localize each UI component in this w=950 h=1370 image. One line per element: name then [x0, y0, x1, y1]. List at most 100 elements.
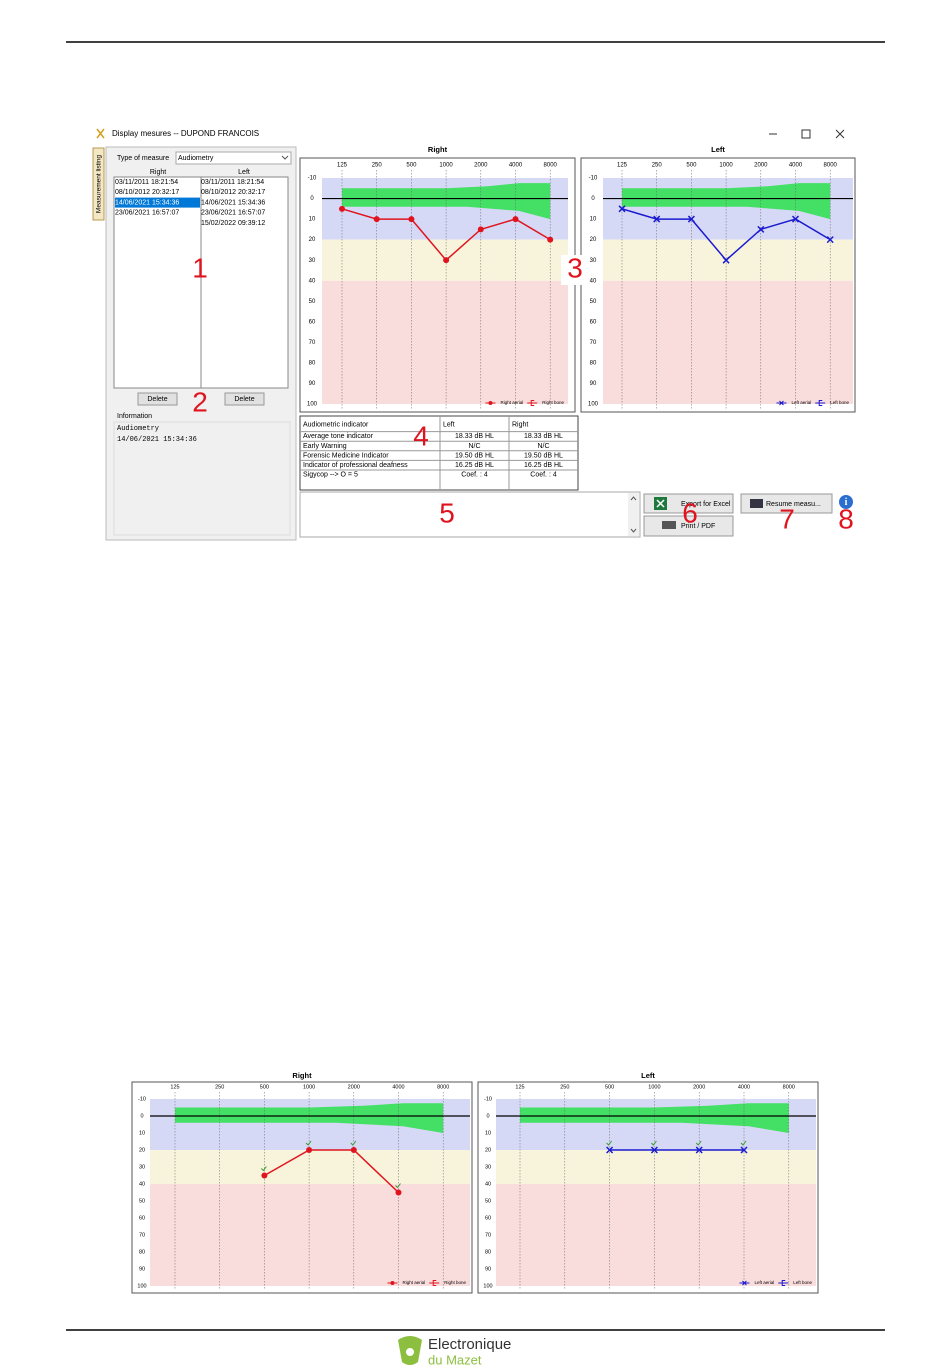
print-label: Print / PDF [681, 523, 715, 530]
y-tick-label: 60 [139, 1215, 145, 1221]
table-cell: 18.33 dB HL [455, 433, 494, 440]
scrollbar[interactable] [628, 493, 639, 536]
x-tick-label: 2000 [693, 1084, 705, 1090]
point [547, 236, 554, 243]
excel-icon-x [656, 499, 665, 508]
y-tick-label: 50 [590, 299, 597, 305]
delete-button[interactable] [224, 392, 265, 406]
list-item[interactable]: 08/10/2012 20:32:17 [115, 189, 179, 196]
list-item[interactable]: 23/06/2021 16:57:07 [115, 210, 179, 217]
callout-number: 1 [192, 252, 208, 283]
side-tab[interactable] [92, 147, 105, 221]
table-cell: Indicator of professional deafness [303, 462, 408, 469]
point [512, 216, 519, 223]
y-tick-label: 30 [139, 1164, 145, 1170]
zone [496, 1150, 816, 1184]
table-cell: Coef. : 4 [530, 472, 557, 479]
masking-check [261, 1166, 267, 1172]
y-tick-label: 20 [309, 237, 316, 243]
info-button[interactable] [839, 495, 853, 509]
y-tick-label: 80 [309, 360, 316, 366]
type-value: Audiometry [178, 155, 214, 162]
x-tick-label: 2000 [754, 163, 768, 169]
legend-label: Right bone [444, 1280, 466, 1285]
y-tick-label: -10 [589, 176, 598, 182]
y-tick-label: 50 [139, 1198, 145, 1204]
y-tick-label: 90 [590, 381, 597, 387]
logo-brand: Electronique [428, 1336, 511, 1353]
info-line: Audiometry [117, 425, 159, 433]
x-tick-label: 8000 [783, 1084, 795, 1090]
point [261, 1172, 268, 1179]
legend-label: Right aerial [500, 400, 523, 405]
legend-marker [818, 400, 823, 406]
x-tick-label: 500 [686, 163, 697, 169]
zone [322, 280, 568, 404]
y-tick-label: 0 [310, 196, 314, 202]
y-tick-label: 100 [137, 1283, 146, 1289]
callout-number: 3 [567, 252, 583, 283]
table-cell: Early Warning [303, 443, 347, 450]
y-tick-label: 80 [139, 1249, 145, 1255]
chart-title: Left [711, 145, 725, 154]
comment-box[interactable] [299, 491, 641, 538]
legend-marker [488, 401, 493, 405]
table-cell: 19.50 dB HL [455, 452, 494, 459]
delete-button[interactable] [137, 392, 178, 406]
point [339, 205, 345, 212]
y-tick-label: 100 [307, 402, 318, 408]
delete-label: Delete [234, 396, 254, 403]
list-item[interactable]: 15/02/2022 09:39:12 [201, 220, 265, 227]
normal-band [520, 1103, 789, 1133]
info-box [113, 421, 291, 536]
y-tick-label: 20 [485, 1147, 491, 1153]
excel-label: Export for Excel [681, 501, 731, 508]
x-tick-label: 125 [337, 163, 348, 169]
point [350, 1147, 357, 1153]
y-tick-label: 70 [309, 340, 316, 346]
x-tick-label: 1000 [439, 163, 453, 169]
masking-check [350, 1140, 357, 1146]
x-tick-label: 4000 [789, 163, 803, 169]
list-item[interactable]: 14/06/2021 15:34:36 [115, 199, 179, 206]
y-tick-label: 70 [139, 1232, 145, 1238]
point [306, 1147, 313, 1153]
masking-check [651, 1140, 657, 1146]
list-item[interactable]: 08/10/2012 20:32:17 [201, 189, 265, 196]
legend-marker [390, 1281, 395, 1285]
list-header: Left [238, 169, 250, 176]
x-tick-label: 125 [617, 163, 628, 169]
masking-check [695, 1140, 702, 1146]
scroll-arrows [630, 496, 637, 533]
x-tick-label: 1000 [303, 1084, 315, 1090]
callout-number: 8 [838, 503, 854, 534]
table-header: Audiometric indicator [303, 422, 369, 429]
zone [603, 239, 853, 281]
list-item[interactable]: 14/06/2021 15:34:36 [201, 199, 265, 206]
type-select[interactable] [175, 151, 292, 165]
series-line [264, 1149, 400, 1194]
y-tick-label: 100 [483, 1283, 492, 1289]
list-item[interactable]: 03/11/2011 18:21:54 [115, 179, 178, 186]
y-tick-label: 70 [485, 1232, 491, 1238]
callout-number: 5 [439, 497, 455, 528]
point [687, 215, 695, 223]
legend-label: Left bone [830, 400, 849, 405]
point [650, 1146, 658, 1154]
y-tick-label: 40 [485, 1181, 491, 1187]
legend-marker [432, 1280, 437, 1286]
point [395, 1189, 402, 1196]
y-tick-label: -10 [484, 1096, 492, 1102]
window-controls[interactable] [769, 129, 845, 139]
legend-label: Left aerial [754, 1280, 774, 1285]
resume-button[interactable] [740, 493, 833, 514]
list-item[interactable]: 23/06/2021 16:57:07 [201, 210, 265, 217]
list-item[interactable]: 03/11/2011 18:21:54 [201, 179, 264, 186]
y-tick-label: 100 [588, 402, 599, 408]
window-title: Display mesures -- DUPOND FRANCOIS [112, 129, 259, 138]
point [443, 257, 450, 264]
app-icon [96, 128, 105, 139]
list-header: Right [150, 169, 166, 176]
point [740, 1146, 748, 1154]
y-tick-label: 50 [485, 1198, 491, 1204]
